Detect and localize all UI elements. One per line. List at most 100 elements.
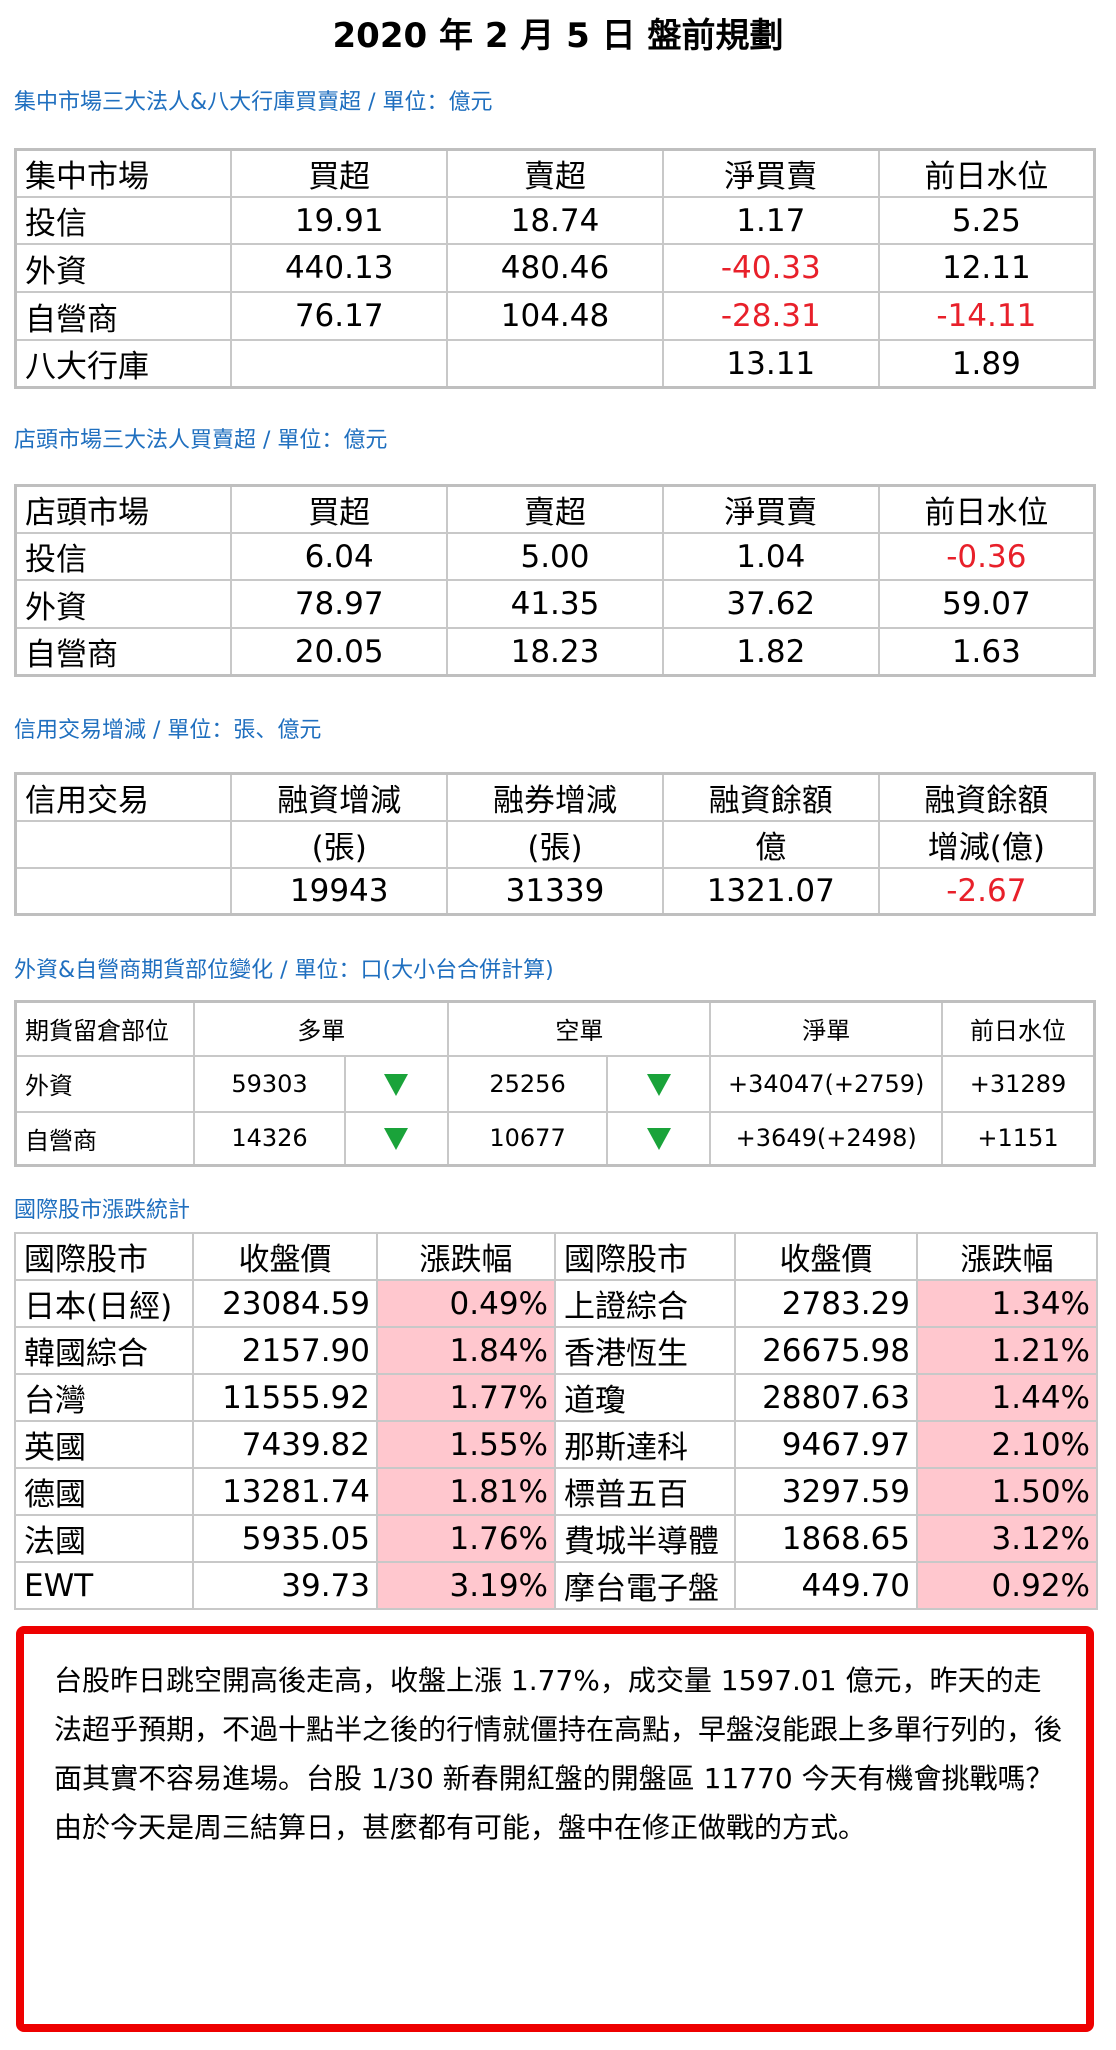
row-label: 自營商 (14, 627, 233, 677)
row-label: 投信 (14, 532, 233, 581)
change-percent-cell: 1.55% (376, 1420, 556, 1469)
value-cell: 1321.07 (661, 867, 880, 915)
change-percent-cell: 0.92% (916, 1561, 1098, 1610)
header-cell: 融資餘額 (661, 772, 880, 822)
section-heading-international-markets: 國際股市漲跌統計 (14, 1198, 191, 1223)
down-triangle-icon (646, 1073, 671, 1096)
commentary-text: 台股昨日跳空開高後走高，收盤上漲 1.77%，成交量 1597.01 億元，昨天… (54, 1664, 1063, 1844)
change-percent-cell: 1.81% (376, 1467, 556, 1516)
down-triangle-icon (384, 1128, 409, 1151)
value-cell: 440.13 (230, 243, 449, 293)
close-price-cell: 39.73 (192, 1561, 378, 1610)
table-row: 八大行庫 13.11 1.89 (14, 339, 1096, 389)
table-row: 英國 7439.82 1.55% 那斯達科 9467.97 2.10% (14, 1420, 1098, 1469)
header-cell: 賣超 (446, 484, 664, 534)
trend-cell (605, 1110, 712, 1167)
value-cell: 12.11 (877, 243, 1096, 293)
row-label: 外資 (14, 1054, 196, 1113)
header-cell: 前日水位 (877, 148, 1096, 198)
value-cell (446, 339, 664, 389)
value-cell: 25256 (447, 1054, 608, 1113)
market-name: 德國 (14, 1467, 194, 1516)
value-cell: 104.48 (446, 291, 664, 341)
change-percent-cell: 1.77% (376, 1373, 556, 1422)
header-cell: 淨單 (709, 1000, 944, 1057)
close-price-cell: 9467.97 (734, 1420, 918, 1469)
header-cell: 店頭市場 (14, 484, 233, 534)
market-name: 摩台電子盤 (554, 1561, 736, 1610)
header-cell: 多單 (193, 1000, 450, 1057)
header-cell: 空單 (447, 1000, 712, 1057)
page-title: 2020 年 2 月 5 日 盤前規劃 (332, 16, 784, 56)
change-percent-cell: 1.44% (916, 1373, 1098, 1422)
value-cell: 1.89 (877, 339, 1096, 389)
close-price-cell: 5935.05 (192, 1514, 378, 1563)
header-cell: 賣超 (446, 148, 664, 198)
header-cell: 買超 (230, 484, 449, 534)
futures-positions-table: 期貨留倉部位 多單 空單 淨單 前日水位 外資 59303 25256 +340… (14, 1000, 1096, 1167)
table-row: 台灣 11555.92 1.77% 道瓊 28807.63 1.44% (14, 1373, 1098, 1422)
market-name: 那斯達科 (554, 1420, 736, 1469)
header-cell: 融券增減 (446, 772, 664, 822)
table-row: 自營商 14326 10677 +3649(+2498) +1151 (14, 1110, 1096, 1167)
market-name: 上證綜合 (554, 1279, 736, 1328)
header-cell: 集中市場 (14, 148, 233, 198)
value-cell: 18.74 (446, 196, 664, 245)
close-price-cell: 2157.90 (192, 1326, 378, 1375)
close-price-cell: 2783.29 (734, 1279, 918, 1328)
change-percent-cell: 1.21% (916, 1326, 1098, 1375)
value-cell: 5.00 (446, 532, 664, 581)
listed-market-table: 集中市場 買超 賣超 淨買賣 前日水位 投信 19.91 18.74 1.17 … (14, 148, 1096, 389)
value-cell: 78.97 (230, 579, 449, 629)
section-heading-margin-trading: 信用交易增減 / 單位：張、億元 (14, 718, 322, 743)
header-cell: 融資餘額 (877, 772, 1096, 822)
change-percent-cell: 1.34% (916, 1279, 1098, 1328)
value-cell: +31289 (941, 1054, 1096, 1113)
row-label: 八大行庫 (14, 339, 233, 389)
value-cell-negative: -2.67 (877, 867, 1096, 915)
value-cell: 19943 (230, 867, 449, 915)
header-cell: 增減(億) (877, 820, 1096, 869)
close-price-cell: 449.70 (734, 1561, 918, 1610)
table-header-row: 集中市場 買超 賣超 淨買賣 前日水位 (14, 148, 1096, 198)
section-heading-otc-market: 店頭市場三大法人買賣超 / 單位：億元 (14, 428, 388, 453)
header-cell: 國際股市 (14, 1232, 194, 1281)
value-cell: 37.62 (661, 579, 880, 629)
value-cell: 31339 (446, 867, 664, 915)
value-cell: +3649(+2498) (709, 1110, 944, 1167)
table-row: 外資 78.97 41.35 37.62 59.07 (14, 579, 1096, 629)
trend-cell (343, 1110, 450, 1167)
value-cell: 59303 (193, 1054, 346, 1113)
table-row: 外資 440.13 480.46 -40.33 12.11 (14, 243, 1096, 293)
close-price-cell: 26675.98 (734, 1326, 918, 1375)
market-name: 韓國綜合 (14, 1326, 194, 1375)
market-name: 台灣 (14, 1373, 194, 1422)
table-row: 法國 5935.05 1.76% 費城半導體 1868.65 3.12% (14, 1514, 1098, 1563)
value-cell: 14326 (193, 1110, 346, 1167)
section-heading-listed-market: 集中市場三大法人&八大行庫買賣超 / 單位：億元 (14, 90, 493, 115)
header-cell: 漲跌幅 (376, 1232, 556, 1281)
row-label: 外資 (14, 579, 233, 629)
trend-cell (605, 1054, 712, 1113)
value-cell (230, 339, 449, 389)
table-row: 自營商 76.17 104.48 -28.31 -14.11 (14, 291, 1096, 341)
change-percent-cell: 3.12% (916, 1514, 1098, 1563)
header-cell: 億 (661, 820, 880, 869)
header-cell (14, 820, 233, 869)
value-cell: 6.04 (230, 532, 449, 581)
header-cell: 收盤價 (192, 1232, 378, 1281)
table-row: 自營商 20.05 18.23 1.82 1.63 (14, 627, 1096, 677)
table-header-row: (張) (張) 億 增減(億) (14, 820, 1096, 869)
value-cell: +1151 (941, 1110, 1096, 1167)
change-percent-cell: 0.49% (376, 1279, 556, 1328)
value-cell: 18.23 (446, 627, 664, 677)
international-markets-table: 國際股市 收盤價 漲跌幅 國際股市 收盤價 漲跌幅 日本(日經) 23084.59 0.49% 上… (14, 1232, 1098, 1610)
down-triangle-icon (384, 1073, 409, 1096)
commentary-box: 台股昨日跳空開高後走高，收盤上漲 1.77%，成交量 1597.01 億元，昨天… (16, 1626, 1094, 2032)
close-price-cell: 7439.82 (192, 1420, 378, 1469)
value-cell: 10677 (447, 1110, 608, 1167)
close-price-cell: 3297.59 (734, 1467, 918, 1516)
table-header-row: 店頭市場 買超 賣超 淨買賣 前日水位 (14, 484, 1096, 534)
margin-trading-table: 信用交易 融資增減 融券增減 融資餘額 融資餘額 (張) (張) 億 增減(億)… (14, 772, 1096, 916)
value-cell: 59.07 (877, 579, 1096, 629)
